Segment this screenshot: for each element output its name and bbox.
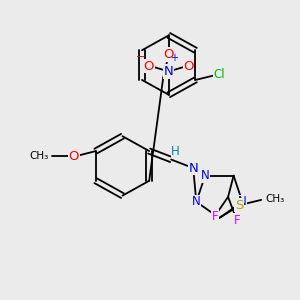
Text: CH₃: CH₃ bbox=[29, 152, 48, 161]
Text: N: N bbox=[164, 65, 174, 78]
Text: +: + bbox=[170, 53, 178, 63]
Text: N: N bbox=[201, 169, 209, 182]
Text: CH₃: CH₃ bbox=[266, 194, 285, 204]
Text: S: S bbox=[235, 199, 243, 212]
Text: H: H bbox=[171, 145, 180, 158]
Text: O: O bbox=[183, 60, 194, 73]
Text: O: O bbox=[164, 48, 174, 61]
Text: N: N bbox=[238, 195, 247, 208]
Text: Cl: Cl bbox=[214, 68, 225, 81]
Text: O: O bbox=[144, 60, 154, 73]
Text: O: O bbox=[68, 150, 79, 163]
Text: N: N bbox=[188, 161, 198, 175]
Text: F: F bbox=[212, 209, 218, 223]
Text: −: − bbox=[135, 52, 145, 62]
Text: F: F bbox=[234, 214, 240, 227]
Text: N: N bbox=[192, 195, 201, 208]
